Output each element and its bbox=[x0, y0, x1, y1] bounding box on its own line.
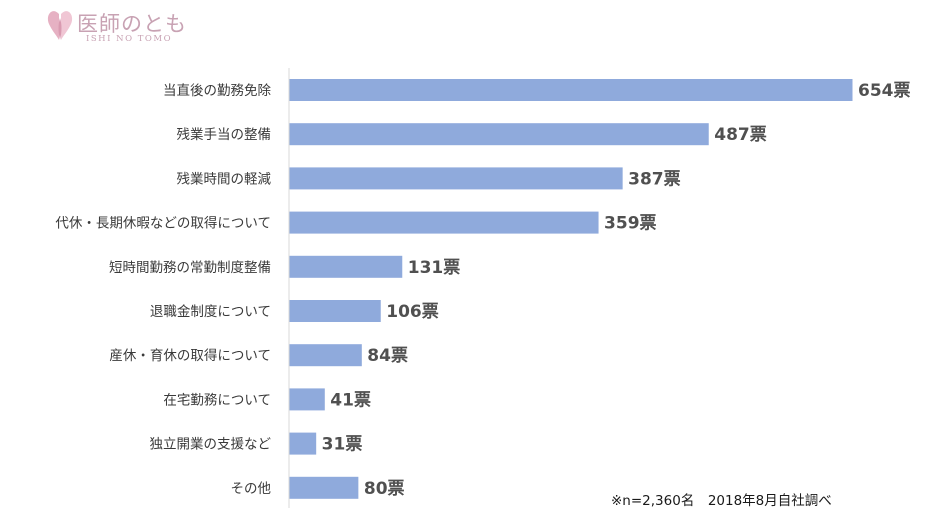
bar-0 bbox=[289, 79, 853, 101]
bar-6 bbox=[289, 344, 362, 367]
value-label-4: 131票 bbox=[408, 258, 461, 278]
bars-group bbox=[289, 79, 853, 499]
bar-7 bbox=[289, 388, 325, 411]
bar-1 bbox=[289, 123, 709, 146]
logo-text: 医師のとも bbox=[77, 12, 187, 36]
category-label-2: 残業時間の軽減 bbox=[177, 170, 272, 187]
category-labels-group: 当直後の勤務免除残業手当の整備残業時間の軽減代休・長期休暇などの取得について短時… bbox=[55, 83, 271, 497]
bar-3 bbox=[289, 211, 599, 234]
value-label-2: 387票 bbox=[628, 169, 681, 189]
category-label-7: 在宅勤務について bbox=[163, 392, 271, 408]
value-labels-group: 654票 487票 387票 359票 131票 106票 84票 41票 31票 80票 bbox=[322, 81, 911, 499]
category-label-8: 独立開業の支援など bbox=[150, 437, 272, 453]
bar-2 bbox=[289, 167, 623, 190]
value-label-7: 41票 bbox=[330, 390, 371, 410]
category-label-6: 産休・育休の取得について bbox=[109, 347, 271, 364]
bar-4 bbox=[289, 255, 403, 278]
bar-9 bbox=[289, 476, 359, 499]
value-label-8: 31票 bbox=[322, 435, 363, 455]
bar-8 bbox=[289, 432, 317, 455]
logo: 医師のとも ISHI NO TOMO bbox=[46, 6, 216, 46]
category-label-3: 代休・長期休暇などの取得について bbox=[55, 215, 271, 232]
value-label-1: 487票 bbox=[714, 125, 767, 145]
logo-subtext: ISHI NO TOMO bbox=[86, 34, 173, 44]
value-label-0: 654票 bbox=[858, 81, 911, 101]
value-label-9: 80票 bbox=[364, 479, 405, 499]
category-label-4: 短時間勤務の常勤制度整備 bbox=[109, 260, 271, 276]
bar-5 bbox=[289, 300, 381, 322]
value-label-6: 84票 bbox=[367, 346, 408, 366]
category-label-9: その他 bbox=[231, 481, 272, 497]
category-label-5: 退職金制度について bbox=[150, 304, 271, 320]
category-label-1: 残業手当の整備 bbox=[177, 127, 272, 143]
footnote: ※n=2,360名 2018年8月自社調べ bbox=[611, 493, 832, 509]
logo-heart-icon bbox=[47, 11, 73, 40]
category-label-0: 当直後の勤務免除 bbox=[163, 83, 271, 99]
value-label-5: 106票 bbox=[386, 302, 439, 322]
value-label-3: 359票 bbox=[604, 214, 657, 234]
